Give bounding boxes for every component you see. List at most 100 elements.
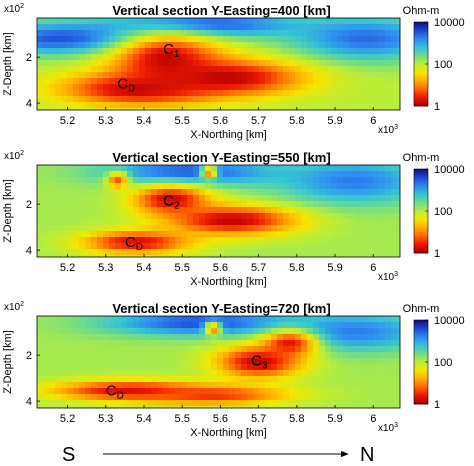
heatmap-cell	[199, 78, 206, 85]
heatmap-cell	[139, 102, 146, 109]
colorbar-segment	[414, 347, 428, 350]
heatmap-cell	[127, 364, 134, 371]
heatmap-cell	[109, 400, 116, 407]
x-tick-label: 5.2	[60, 115, 75, 127]
heatmap-cell	[259, 96, 266, 103]
heatmap-cell	[49, 201, 56, 208]
heatmap-cell	[385, 255, 392, 258]
heatmap-cell	[343, 42, 350, 49]
x-axis-label: X-Northing [km]	[190, 276, 266, 288]
heatmap-cell	[223, 102, 230, 109]
heatmap-cell	[235, 18, 242, 25]
heatmap-cell	[67, 177, 74, 184]
heatmap-cell	[223, 60, 230, 67]
heatmap-cell	[151, 358, 158, 365]
heatmap-cell	[367, 322, 374, 329]
heatmap-cell	[373, 370, 380, 377]
heatmap-cell	[271, 48, 278, 55]
heatmap-cell	[253, 90, 260, 97]
heatmap-cell	[397, 171, 401, 178]
heatmap-cell	[187, 328, 194, 335]
heatmap-cell	[337, 322, 344, 329]
heatmap-cell	[37, 102, 44, 109]
heatmap-cell	[91, 237, 98, 244]
heatmap-cell	[343, 364, 350, 371]
heatmap-cell	[139, 84, 146, 91]
x-tick-label: 5.3	[98, 413, 113, 425]
heatmap-cell	[133, 370, 140, 377]
heatmap-cell	[199, 108, 206, 111]
colorbar-segment	[414, 196, 428, 199]
heatmap-cell	[295, 177, 302, 184]
heatmap-cell	[367, 352, 374, 359]
heatmap-cell	[97, 255, 104, 258]
heatmap-cell	[247, 84, 254, 91]
heatmap-cell	[109, 376, 116, 383]
heatmap-cell	[73, 346, 80, 353]
heatmap-cell	[265, 177, 272, 184]
heatmap-cell	[217, 249, 224, 256]
colorbar-segment	[414, 349, 428, 352]
heatmap-cell	[223, 382, 230, 389]
heatmap-cell	[349, 165, 356, 172]
heatmap-cell	[277, 90, 284, 97]
heatmap-cell	[127, 346, 134, 353]
heatmap-cell	[151, 376, 158, 383]
heatmap-cell	[133, 231, 140, 238]
heatmap-cell	[127, 108, 134, 111]
heatmap-cell	[241, 255, 248, 258]
heatmap-cell	[355, 394, 362, 401]
heatmap-cell	[265, 340, 272, 347]
heatmap-cell	[169, 90, 176, 97]
heatmap-cell	[247, 219, 254, 226]
colorbar-segment	[414, 242, 428, 245]
heatmap-cell	[247, 334, 254, 341]
heatmap-cell	[181, 183, 188, 190]
heatmap-cell	[253, 328, 260, 335]
heatmap-cell	[145, 78, 152, 85]
heatmap-cell	[91, 400, 98, 407]
heatmap-cell	[229, 219, 236, 226]
heatmap-cell	[361, 24, 368, 31]
heatmap-cell	[97, 42, 104, 49]
heatmap-cell	[301, 36, 308, 43]
heatmap-cell	[277, 72, 284, 79]
heatmap-cell	[163, 42, 170, 49]
heatmap-cell	[67, 66, 74, 73]
heatmap-cell	[205, 370, 212, 377]
heatmap-cell	[157, 201, 164, 208]
heatmap-cell	[385, 364, 392, 371]
heatmap-cell	[289, 328, 296, 335]
heatmap-cell	[259, 352, 266, 359]
heatmap-cell	[175, 231, 182, 238]
heatmap-cell	[235, 255, 242, 258]
heatmap-cell	[157, 352, 164, 359]
heatmap-cell	[241, 400, 248, 407]
heatmap-cell	[139, 394, 146, 401]
heatmap-cell	[325, 102, 332, 109]
heatmap-cell	[217, 102, 224, 109]
heatmap-cell	[307, 231, 314, 238]
heatmap-cell	[139, 60, 146, 67]
heatmap-cell	[391, 249, 398, 256]
heatmap-cell	[91, 334, 98, 341]
heatmap-cell	[91, 24, 98, 31]
heatmap-cell	[253, 334, 260, 341]
heatmap-cell	[43, 322, 50, 329]
heatmap-cell	[79, 334, 86, 341]
heatmap-cell	[283, 177, 290, 184]
heatmap-cell	[43, 72, 50, 79]
heatmap-cell	[163, 376, 170, 383]
heatmap-cell	[199, 370, 206, 377]
colorbar-segment	[414, 61, 428, 65]
heatmap-cell	[157, 102, 164, 109]
heatmap-cell	[79, 249, 86, 256]
heatmap-cell	[265, 328, 272, 335]
colorbar-segment	[414, 217, 428, 220]
heatmap-cell	[73, 201, 80, 208]
heatmap-cell	[175, 60, 182, 67]
heatmap-cell	[337, 237, 344, 244]
heatmap-cell	[397, 406, 401, 409]
heatmap-cell	[55, 30, 62, 37]
heatmap-cell	[349, 54, 356, 61]
